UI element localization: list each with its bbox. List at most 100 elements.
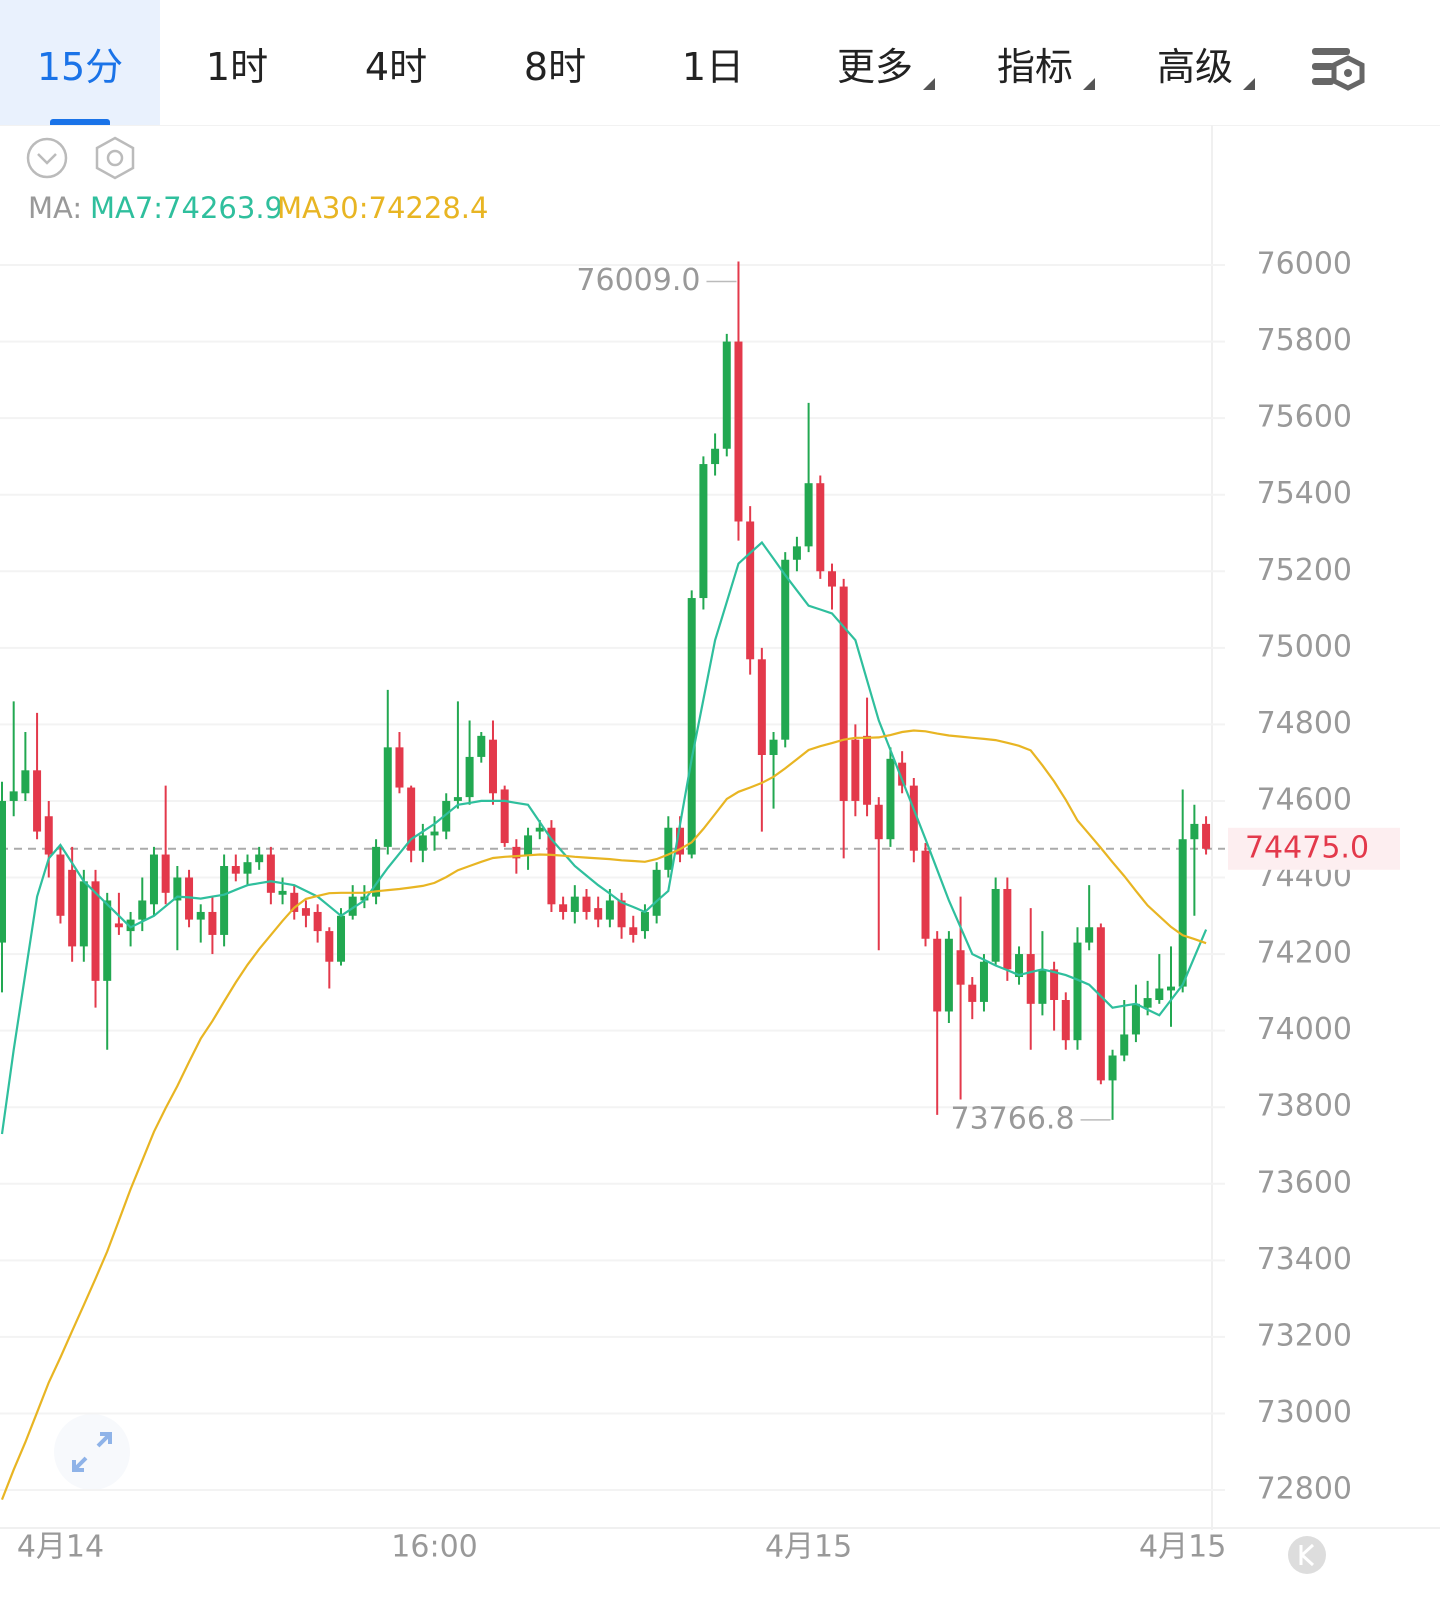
- timeframe-tab[interactable]: 15分: [0, 0, 160, 125]
- candle-body: [769, 739, 778, 755]
- candle-body: [407, 787, 416, 851]
- candle-body: [21, 770, 30, 794]
- candle-body: [839, 586, 848, 801]
- candle-body: [851, 739, 860, 801]
- candle-body: [874, 804, 883, 840]
- candle-body: [781, 559, 790, 740]
- candle-body: [488, 739, 497, 794]
- candle-body: [255, 854, 264, 863]
- timeframe-tab[interactable]: 1时: [205, 45, 269, 89]
- candle-body: [863, 735, 872, 805]
- candle-body: [1061, 1000, 1070, 1041]
- candle-body: [1178, 839, 1187, 987]
- candle-body: [126, 919, 135, 932]
- candle-body: [372, 846, 381, 897]
- k-button[interactable]: [1288, 1536, 1326, 1574]
- candle-body: [629, 927, 638, 935]
- candle-body: [418, 835, 427, 851]
- candle-body: [79, 881, 88, 947]
- candle-body: [278, 890, 287, 895]
- candle-body: [594, 908, 603, 920]
- candle-body: [652, 869, 661, 916]
- candle-body: [898, 762, 907, 786]
- y-tick-label: 72800: [1257, 1472, 1352, 1507]
- candle-body: [185, 877, 194, 920]
- candle-body: [325, 931, 334, 962]
- ma30-legend: MA30:74228.4: [277, 191, 488, 225]
- candle-body: [138, 900, 147, 920]
- candle-body: [535, 827, 544, 832]
- y-tick-label: 75600: [1257, 400, 1352, 435]
- candle-body: [33, 770, 42, 832]
- collapse-icon[interactable]: [26, 137, 68, 179]
- candle-body: [231, 866, 240, 874]
- candle-body: [1131, 1003, 1140, 1035]
- candle-body: [909, 785, 918, 851]
- candle-body: [9, 791, 18, 801]
- candle-body: [1167, 986, 1175, 991]
- candle-body: [676, 827, 685, 855]
- dropdown-caret: [1243, 78, 1255, 90]
- y-tick-label: 74600: [1257, 782, 1352, 817]
- candle-body: [348, 896, 357, 916]
- candle-body: [1038, 969, 1047, 1004]
- candle-body: [56, 854, 65, 916]
- timeframe-tab[interactable]: 1日: [681, 45, 745, 89]
- candle-body: [968, 984, 977, 1002]
- candle-body: [1108, 1055, 1117, 1081]
- y-tick-label: 74800: [1257, 706, 1352, 741]
- dropdown-caret: [923, 78, 935, 90]
- candle-body: [722, 341, 731, 449]
- candle-body: [266, 854, 275, 893]
- candle-body: [582, 896, 591, 912]
- candle-body: [886, 758, 895, 840]
- candle-body: [792, 546, 801, 560]
- y-tick-label: 75800: [1257, 323, 1352, 358]
- candle-body: [746, 521, 755, 660]
- candle-body: [1050, 969, 1059, 1000]
- y-tick-label: 75400: [1257, 476, 1352, 511]
- candle-body: [0, 800, 6, 943]
- toolbar-icon[interactable]: [1312, 48, 1365, 91]
- candle-body: [453, 797, 462, 801]
- last-price-label: 74475.0: [1245, 830, 1369, 865]
- y-tick-label: 76000: [1257, 247, 1352, 282]
- y-tick-label: 74000: [1257, 1012, 1352, 1047]
- timeframe-tab[interactable]: 指标: [996, 45, 1073, 89]
- candle-body: [687, 598, 696, 855]
- grid: [0, 264, 1225, 1491]
- candle-body: [1073, 942, 1082, 1041]
- x-tick-label: 4月15: [765, 1530, 852, 1565]
- candle-body: [524, 835, 533, 855]
- candle-body: [500, 789, 509, 844]
- timeframe-bar: 15分 1时 4时 8时 1日 更多 指标 高级: [0, 0, 1440, 126]
- y-tick-label: 73600: [1257, 1165, 1352, 1200]
- settings-icon[interactable]: [95, 136, 135, 180]
- timeframe-tab[interactable]: 高级: [1156, 45, 1233, 89]
- timeframe-tab[interactable]: 4时: [364, 45, 428, 89]
- candle-body: [1026, 954, 1035, 1004]
- candle-body: [512, 846, 521, 859]
- y-tick-label: 75000: [1257, 629, 1352, 664]
- x-tick-label: 4月14: [17, 1530, 104, 1565]
- candle-body: [173, 877, 182, 901]
- expand-button[interactable]: [54, 1414, 130, 1490]
- candle-body: [1190, 823, 1199, 840]
- candle-body: [933, 938, 942, 1012]
- timeframe-tab[interactable]: 更多: [836, 45, 913, 89]
- timeframe-tab[interactable]: 8时: [523, 45, 587, 89]
- candle-body: [383, 747, 392, 847]
- y-tick-label: 73800: [1257, 1089, 1352, 1124]
- candle-body: [605, 900, 614, 920]
- candle-body: [395, 747, 404, 788]
- ma7-legend: MA7:74263.9: [90, 191, 283, 225]
- y-tick-label: 73000: [1257, 1395, 1352, 1430]
- candle-body: [617, 900, 626, 928]
- ma-prefix: MA:: [28, 191, 82, 225]
- candle-body: [220, 866, 229, 935]
- candle-body: [465, 756, 474, 798]
- candle-body: [430, 831, 439, 836]
- y-tick-label: 73200: [1257, 1318, 1352, 1353]
- candle-body: [477, 735, 486, 757]
